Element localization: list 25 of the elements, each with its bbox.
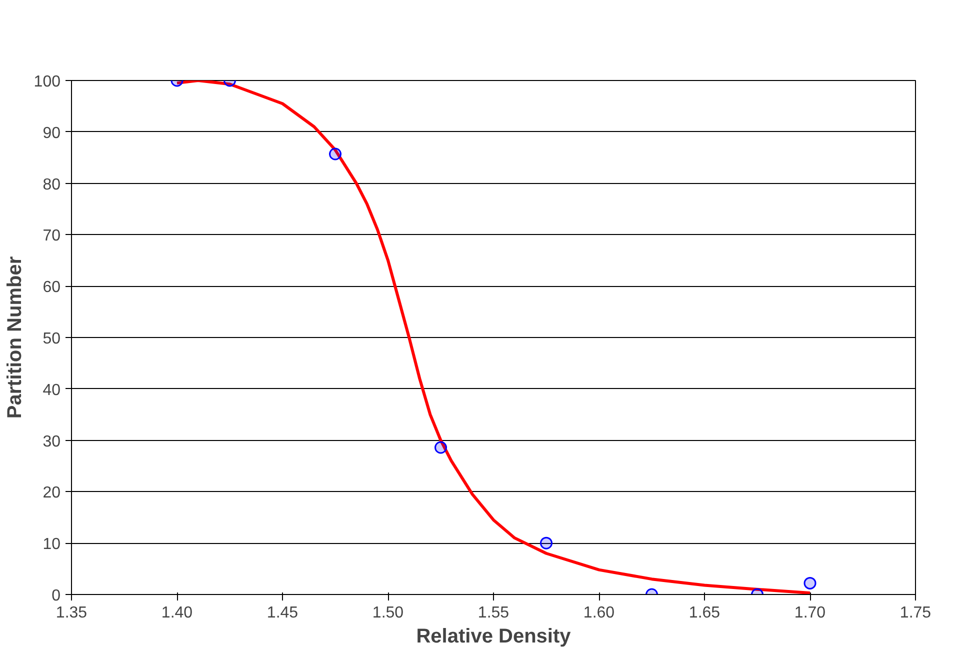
y-tick-label: 0 <box>52 588 61 604</box>
y-tick-label: 30 <box>42 433 61 450</box>
y-tick-label: 40 <box>42 382 61 399</box>
y-tick-label: 20 <box>42 484 61 502</box>
y-tick-label: 70 <box>42 228 61 245</box>
point <box>434 441 447 454</box>
x-tick-label: 1.70 <box>794 604 826 622</box>
y-tick-label: 50 <box>42 330 61 348</box>
x-tick-label: 1.50 <box>372 604 404 622</box>
x-tick-label: 1.35 <box>56 604 88 622</box>
y-axis-title: Partition Number <box>4 256 26 419</box>
y-tick-label: 60 <box>42 279 61 296</box>
point <box>804 576 816 590</box>
x-tick-label: 1.75 <box>900 604 932 622</box>
x-tick-label: 1.40 <box>161 604 193 622</box>
x-tick-label: 1.45 <box>266 604 298 622</box>
x-axis-title: Relative Density <box>416 626 572 648</box>
x-tick-label: 1.55 <box>478 604 510 622</box>
point <box>540 536 552 550</box>
x-tick-label: 1.60 <box>583 604 615 622</box>
x-tick-label: 1.65 <box>688 604 720 622</box>
y-tick-label: 80 <box>42 176 61 194</box>
y-tick-label: 100 <box>34 74 61 90</box>
y-tick-label: 90 <box>42 124 61 142</box>
y-tick-label: 10 <box>42 536 61 554</box>
